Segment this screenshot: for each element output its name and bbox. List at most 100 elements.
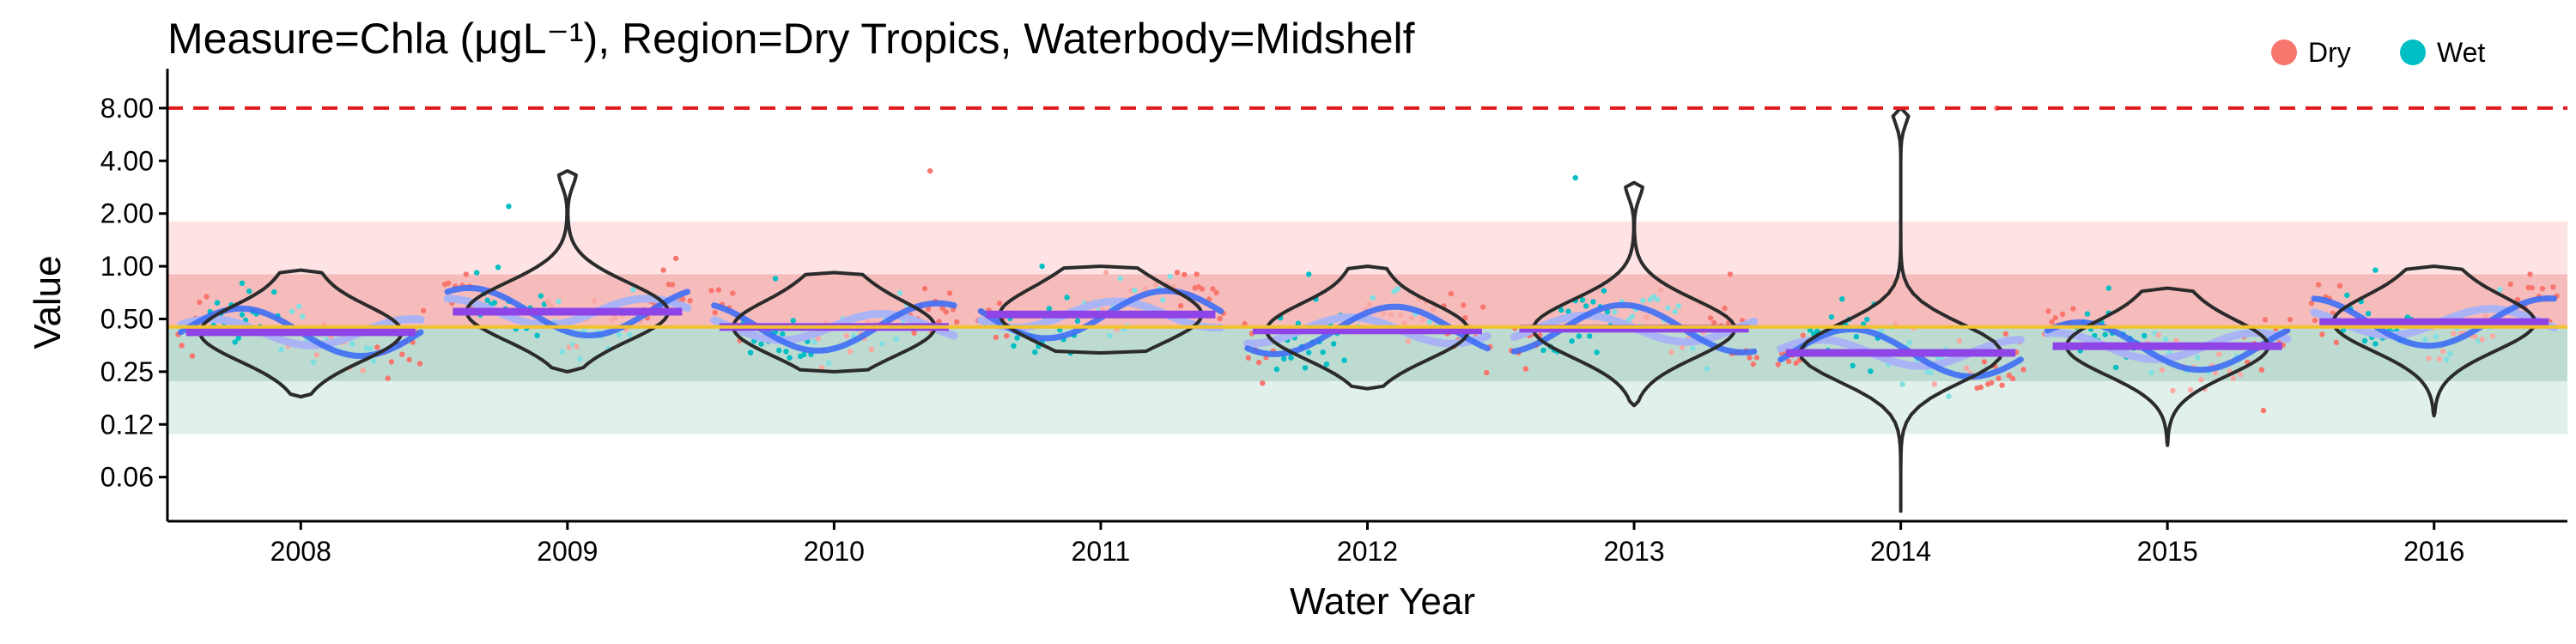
dry-point	[2308, 300, 2315, 307]
wet-point	[1341, 357, 1347, 363]
dry-point	[2262, 317, 2269, 323]
wet-point	[747, 349, 754, 355]
dry-point	[2059, 311, 2066, 318]
dry-point	[1242, 321, 1248, 327]
dry-point	[2045, 308, 2051, 314]
dry-point	[2258, 367, 2265, 373]
dry-point	[2049, 319, 2055, 325]
wet-point	[2433, 333, 2439, 340]
dry-point	[815, 336, 821, 342]
wet-point	[1014, 335, 1020, 341]
dry-point	[388, 359, 395, 365]
dry-point-max	[1461, 302, 1467, 308]
dry-point	[2315, 282, 2322, 288]
dry-point	[420, 307, 427, 313]
dry-point	[2507, 281, 2513, 288]
wet-point	[2372, 341, 2379, 347]
dry-point	[1245, 355, 1252, 361]
dry-point	[1679, 344, 1686, 350]
dry-point	[1978, 384, 1984, 391]
y-tick-label: 8.00	[100, 93, 154, 124]
wet-point	[1928, 369, 1934, 376]
wet-point	[879, 340, 885, 347]
dry-point	[1448, 290, 1455, 297]
dry-point	[574, 343, 580, 349]
wet-point	[1281, 355, 1287, 361]
wet-point	[630, 287, 636, 293]
wet-point	[893, 336, 900, 343]
dry-point	[2336, 283, 2343, 289]
wet-point	[349, 341, 355, 347]
dry-point	[2159, 367, 2166, 373]
wet-point	[616, 331, 623, 337]
dry-point	[204, 294, 210, 300]
x-tick-label: 2010	[804, 536, 865, 567]
x-tick-label: 2012	[1337, 536, 1398, 567]
chart-title: Measure=Chla (μgL⁻¹), Region=Dry Tropics…	[167, 15, 1415, 63]
wet-point	[758, 341, 764, 347]
wet-point	[1167, 273, 1173, 280]
wet-point-max	[1306, 271, 1312, 277]
dry-point	[2212, 370, 2219, 376]
wet-point	[534, 332, 540, 338]
dry-point	[2451, 331, 2457, 337]
violin-2009	[465, 169, 671, 374]
wet-point	[1540, 347, 1546, 354]
legend: Dry Wet	[2271, 37, 2485, 68]
dry-point	[1964, 365, 1970, 371]
wet-point	[1690, 345, 1696, 351]
dry-point	[197, 299, 203, 306]
violin-2012	[1265, 264, 1470, 391]
dry-point	[2230, 375, 2236, 381]
wet-point	[790, 318, 796, 324]
wet-point-max	[1572, 174, 1578, 181]
dry-point	[1999, 382, 2005, 388]
dry-point	[1462, 315, 1468, 321]
dry-point	[939, 305, 945, 312]
dry-point	[911, 330, 917, 336]
dry-point	[946, 290, 953, 296]
wet-point	[1864, 316, 1870, 323]
dry-point	[1004, 333, 1010, 339]
dry-point	[921, 285, 928, 292]
wet-point	[1302, 365, 1309, 371]
wet-point	[367, 345, 374, 352]
dry-point	[1893, 320, 1899, 327]
dry-point	[1479, 304, 1486, 310]
wet-point	[1117, 276, 1123, 282]
dry-point	[669, 282, 676, 288]
wet-point	[1640, 297, 1646, 304]
dry-point-max	[660, 267, 666, 273]
wet-point	[474, 270, 480, 276]
wet-point	[559, 349, 565, 355]
dry-point	[712, 309, 718, 316]
wet-point	[1604, 309, 1611, 315]
wet-point	[1370, 295, 1376, 301]
dry-point	[2312, 317, 2318, 324]
wet-point	[1675, 303, 1682, 309]
wet-point	[1868, 368, 1874, 374]
dry-point-max	[1194, 271, 1200, 277]
wet-point	[896, 290, 903, 296]
dry-point	[1747, 355, 1753, 361]
dry-point	[925, 306, 932, 312]
dry-point	[1643, 314, 1649, 320]
dry-point	[708, 288, 714, 294]
wet-point	[1558, 307, 1564, 313]
x-tick-label: 2015	[2137, 536, 2198, 567]
wet-point	[2142, 332, 2148, 339]
wet-point	[278, 347, 284, 353]
dry-point	[1725, 320, 1732, 326]
dry-point	[1800, 332, 1806, 338]
x-tick-label: 2008	[270, 536, 331, 567]
dry-point	[672, 255, 679, 262]
wet-point	[1594, 349, 1600, 355]
wet-point	[371, 358, 377, 364]
wet-point	[1704, 366, 1710, 372]
dry-point	[2319, 331, 2325, 337]
dry-point	[2020, 367, 2026, 373]
dry-point	[2479, 337, 2485, 343]
wet-point	[1579, 297, 1586, 303]
wet-point	[1569, 338, 1575, 344]
wet-point	[1306, 349, 1312, 355]
